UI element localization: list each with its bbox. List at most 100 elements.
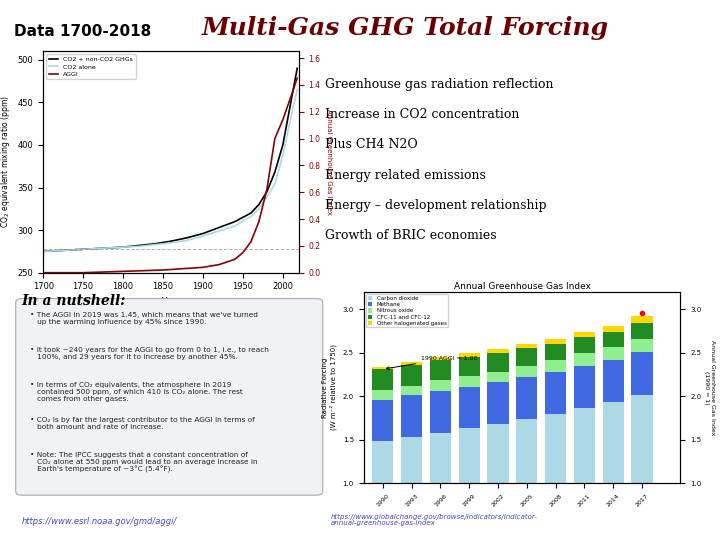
- CO2 + non-CO2 GHGs: [230, 218, 239, 225]
- CO2 alone: [167, 240, 176, 246]
- Bar: [459, 387, 480, 428]
- FancyBboxPatch shape: [16, 299, 323, 495]
- Bar: [430, 433, 451, 540]
- Bar: [487, 424, 508, 540]
- CO2 alone: [150, 241, 159, 248]
- Line: CO2 + non-CO2 GHGs: CO2 + non-CO2 GHGs: [43, 69, 297, 252]
- CO2 + non-CO2 GHGs: [103, 245, 112, 251]
- Text: • CO₂ is by far the largest contributor to the AGGI in terms of
   both amount a: • CO₂ is by far the largest contributor …: [30, 417, 256, 430]
- Bar: [545, 360, 566, 372]
- Bar: [631, 323, 652, 339]
- CO2 + non-CO2 GHGs: [246, 210, 255, 217]
- AGGI: [271, 136, 279, 142]
- AGGI: [263, 186, 271, 193]
- Text: 1990 AGGI = 1.00: 1990 AGGI = 1.00: [387, 355, 477, 369]
- Text: Increase in CO2 concentration: Increase in CO2 concentration: [325, 108, 519, 121]
- CO2 + non-CO2 GHGs: [71, 246, 79, 253]
- CO2 + non-CO2 GHGs: [150, 240, 159, 247]
- Text: In a nutshell:: In a nutshell:: [22, 294, 126, 308]
- Bar: [574, 366, 595, 408]
- Legend: CO2 + non-CO2 GHGs, CO2 alone, AGGI: CO2 + non-CO2 GHGs, CO2 alone, AGGI: [46, 55, 135, 79]
- Bar: [372, 367, 393, 369]
- Bar: [459, 357, 480, 376]
- Bar: [516, 419, 537, 540]
- Bar: [372, 390, 393, 400]
- Bar: [459, 354, 480, 357]
- CO2 alone: [279, 152, 287, 158]
- CO2 alone: [39, 248, 48, 255]
- Bar: [487, 354, 508, 372]
- Bar: [545, 344, 566, 360]
- CO2 alone: [263, 194, 271, 200]
- Bar: [516, 348, 537, 366]
- Bar: [487, 382, 508, 424]
- CO2 alone: [183, 237, 192, 244]
- CO2 + non-CO2 GHGs: [167, 238, 176, 245]
- CO2 + non-CO2 GHGs: [199, 230, 207, 237]
- AGGI: [293, 75, 302, 82]
- Bar: [545, 415, 566, 540]
- Bar: [574, 337, 595, 354]
- Text: Greenhouse gas radiation reflection: Greenhouse gas radiation reflection: [325, 78, 553, 91]
- AGGI: [199, 264, 207, 271]
- Legend: Carbon dioxide, Methane, Nitrous oxide, CFC-11 and CFC-12, Other halogenated gas: Carbon dioxide, Methane, Nitrous oxide, …: [366, 294, 449, 327]
- Text: Plus CH4 N2O: Plus CH4 N2O: [325, 138, 418, 151]
- Y-axis label: Radiative Forcing
(W m⁻² relative to 1750): Radiative Forcing (W m⁻² relative to 175…: [323, 345, 337, 430]
- CO2 + non-CO2 GHGs: [119, 244, 127, 251]
- Bar: [487, 349, 508, 354]
- CO2 alone: [87, 246, 96, 252]
- AGGI: [39, 269, 48, 276]
- Bar: [631, 316, 652, 323]
- CO2 alone: [55, 247, 63, 254]
- AGGI: [230, 256, 239, 262]
- Bar: [430, 357, 451, 360]
- Bar: [430, 360, 451, 381]
- Text: • The AGGI in 2019 was 1.45, which means that we've turned
   up the warming inf: • The AGGI in 2019 was 1.45, which means…: [30, 312, 258, 325]
- Y-axis label: Annual Greenhouse Gas Index
(1990 = 1): Annual Greenhouse Gas Index (1990 = 1): [704, 340, 715, 435]
- Bar: [401, 362, 422, 365]
- Bar: [631, 352, 652, 395]
- CO2 alone: [287, 114, 295, 121]
- CO2 + non-CO2 GHGs: [55, 247, 63, 254]
- CO2 + non-CO2 GHGs: [255, 201, 264, 208]
- Bar: [487, 372, 508, 382]
- Text: • In terms of CO₂ equivalents, the atmosphere in 2019
   contained 500 ppm, of w: • In terms of CO₂ equivalents, the atmos…: [30, 382, 243, 402]
- Bar: [401, 386, 422, 395]
- Bar: [516, 377, 537, 419]
- AGGI: [255, 219, 264, 225]
- Text: Energy – development relationship: Energy – development relationship: [325, 199, 546, 212]
- Bar: [372, 442, 393, 540]
- Bar: [430, 391, 451, 433]
- Bar: [574, 408, 595, 540]
- Text: Energy related emissions: Energy related emissions: [325, 168, 485, 181]
- CO2 + non-CO2 GHGs: [87, 246, 96, 252]
- CO2 + non-CO2 GHGs: [271, 169, 279, 176]
- Bar: [401, 365, 422, 386]
- CO2 + non-CO2 GHGs: [215, 224, 223, 231]
- Bar: [459, 376, 480, 387]
- Bar: [459, 428, 480, 540]
- Bar: [603, 326, 624, 332]
- Bar: [401, 437, 422, 540]
- AGGI: [78, 269, 87, 276]
- AGGI: [246, 239, 255, 245]
- Bar: [603, 402, 624, 540]
- Bar: [401, 395, 422, 437]
- CO2 alone: [71, 246, 79, 253]
- CO2 alone: [119, 244, 127, 251]
- CO2 + non-CO2 GHGs: [183, 234, 192, 241]
- Bar: [603, 360, 624, 402]
- Bar: [631, 339, 652, 352]
- AGGI: [158, 267, 167, 273]
- Text: https://www.globalchange.gov/browse/indicators/indicator-
annual-greenhouse-gas-: https://www.globalchange.gov/browse/indi…: [331, 514, 538, 526]
- Bar: [631, 395, 652, 540]
- AGGI: [119, 268, 127, 275]
- CO2 alone: [255, 206, 264, 212]
- CO2 + non-CO2 GHGs: [279, 141, 287, 148]
- Line: AGGI: AGGI: [43, 78, 297, 273]
- Text: Multi-Gas GHG Total Forcing: Multi-Gas GHG Total Forcing: [202, 16, 608, 40]
- Bar: [545, 339, 566, 344]
- CO2 alone: [103, 245, 112, 251]
- AGGI: [238, 249, 247, 256]
- CO2 alone: [271, 181, 279, 187]
